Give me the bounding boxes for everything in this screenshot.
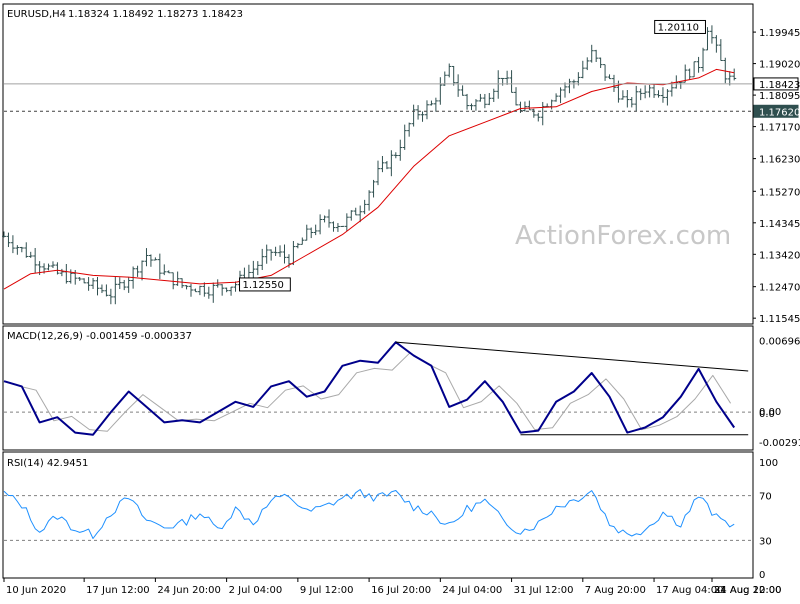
price-badge-label: 1.17620 bbox=[759, 107, 800, 118]
price-y-tick-label: 1.19020 bbox=[759, 60, 800, 71]
price-y-tick-label: 1.16230 bbox=[759, 155, 800, 166]
rsi-y-tick-label: 30 bbox=[759, 536, 772, 547]
price-y-tick-label: 1.18095 bbox=[759, 91, 800, 102]
x-tick-label: 24 Jul 04:00 bbox=[442, 585, 502, 596]
macd-signal-line bbox=[18, 352, 732, 432]
rsi-y-tick-label: 100 bbox=[759, 458, 778, 469]
rsi-y-tick-label: 0 bbox=[759, 570, 765, 581]
rsi-panel-frame bbox=[2, 451, 754, 579]
annotation-label: 1.12550 bbox=[243, 280, 284, 291]
price-badge-label: 1.18423 bbox=[759, 80, 800, 91]
price-layer: 1.20110 1.12550 bbox=[2, 19, 752, 305]
price-header-ohlc: 1.18324 1.18492 1.18273 1.18423 bbox=[68, 9, 243, 20]
moving-average-line bbox=[3, 68, 735, 290]
price-header-symbol: EURUSD,H4 bbox=[7, 9, 66, 20]
price-y-tick-label: 1.15270 bbox=[759, 187, 800, 198]
price-y-tick-label: 1.12470 bbox=[759, 283, 800, 294]
macd-title: MACD(12,26,9) -0.001459 -0.000337 bbox=[7, 331, 192, 342]
x-tick-label: 17 Jun 12:00 bbox=[86, 585, 150, 596]
axis-layer: 1.19945 1.19020 1.18095 1.17170 1.16230 1.152… bbox=[3, 28, 800, 596]
x-tick-label: 7 Aug 20:00 bbox=[585, 585, 646, 596]
price-y-tick-label: 1.13420 bbox=[759, 250, 800, 261]
macd-y-tick-label: 0.00 bbox=[759, 407, 781, 418]
macd-panel-frame bbox=[2, 325, 754, 451]
macd-trendline bbox=[395, 341, 749, 372]
x-tick-label: 31 Jul 12:00 bbox=[514, 585, 574, 596]
rsi-line bbox=[3, 489, 735, 539]
price-y-tick-label: 1.19945 bbox=[759, 28, 800, 39]
x-tick-label: 24 Jun 20:00 bbox=[157, 585, 221, 596]
price-y-tick-label: 1.14345 bbox=[759, 219, 800, 230]
annotation-label: 1.20110 bbox=[658, 22, 699, 33]
x-tick-label: 24 Aug 12:00 bbox=[714, 585, 781, 596]
x-tick-label: 16 Jul 20:00 bbox=[371, 585, 431, 596]
x-tick-label: 9 Jul 12:00 bbox=[300, 585, 354, 596]
x-tick-label: 2 Jul 04:00 bbox=[229, 585, 283, 596]
annotation-box bbox=[654, 19, 706, 34]
price-y-tick-label: 1.17170 bbox=[759, 123, 800, 134]
macd-y-tick-label: 0.0 bbox=[759, 409, 775, 420]
rsi-layer bbox=[3, 489, 752, 541]
rsi-title: RSI(14) 42.9451 bbox=[7, 458, 88, 469]
x-tick-label: 17 Aug 04:00 bbox=[656, 585, 723, 596]
x-tick-label: 10 Jun 2020 bbox=[6, 585, 66, 596]
price-badge-box bbox=[753, 104, 799, 118]
macd-y-tick-label: 0.006966 bbox=[759, 336, 800, 347]
macd-y-tick-label: -0.002913 bbox=[759, 438, 800, 449]
macd-line bbox=[3, 341, 736, 436]
price-badge-box bbox=[753, 77, 799, 91]
macd-layer bbox=[3, 341, 752, 436]
x-tick-label: 31 Aug 20:00 bbox=[714, 585, 781, 596]
watermark: ActionForex.com bbox=[515, 221, 731, 251]
rsi-y-tick-label: 70 bbox=[759, 492, 772, 503]
annotation-box bbox=[239, 277, 291, 292]
price-y-tick-label: 1.11545 bbox=[759, 314, 800, 325]
price-panel-frame bbox=[2, 3, 754, 325]
